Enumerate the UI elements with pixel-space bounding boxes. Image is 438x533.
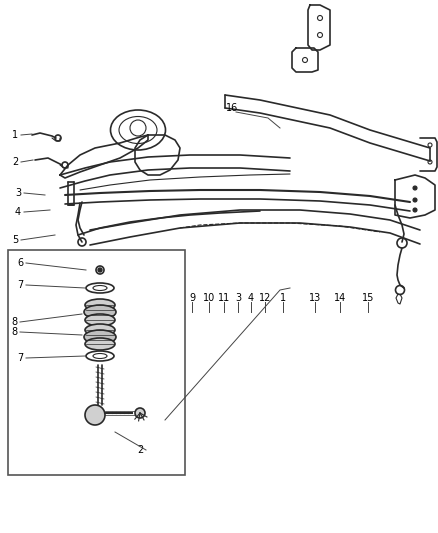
Ellipse shape: [85, 299, 115, 311]
Text: 7: 7: [17, 280, 23, 290]
Circle shape: [85, 405, 105, 425]
Ellipse shape: [85, 324, 115, 336]
Text: 8: 8: [11, 327, 17, 337]
Circle shape: [413, 208, 417, 212]
Text: 2: 2: [137, 445, 143, 455]
Text: 14: 14: [334, 293, 346, 303]
Text: 4: 4: [15, 207, 21, 217]
Text: 2: 2: [12, 157, 18, 167]
Ellipse shape: [93, 286, 107, 290]
Text: 5: 5: [12, 235, 18, 245]
Text: 12: 12: [259, 293, 271, 303]
Text: 7: 7: [17, 353, 23, 363]
Circle shape: [135, 408, 145, 418]
Ellipse shape: [85, 314, 115, 326]
Text: 6: 6: [17, 258, 23, 268]
Circle shape: [98, 268, 102, 272]
Text: 4: 4: [248, 293, 254, 303]
Ellipse shape: [84, 330, 116, 344]
Text: 10: 10: [203, 293, 215, 303]
Text: 1: 1: [12, 130, 18, 140]
Bar: [8, 250, 185, 475]
Circle shape: [413, 186, 417, 190]
Text: 8: 8: [11, 317, 17, 327]
Circle shape: [413, 198, 417, 202]
Text: 15: 15: [362, 293, 374, 303]
Text: 13: 13: [309, 293, 321, 303]
Text: 11: 11: [218, 293, 230, 303]
Ellipse shape: [93, 353, 107, 359]
Text: 16: 16: [226, 103, 238, 113]
Text: 3: 3: [15, 188, 21, 198]
Text: 3: 3: [235, 293, 241, 303]
Text: 1: 1: [280, 293, 286, 303]
Text: 9: 9: [189, 293, 195, 303]
Ellipse shape: [84, 305, 116, 319]
Ellipse shape: [85, 338, 115, 350]
